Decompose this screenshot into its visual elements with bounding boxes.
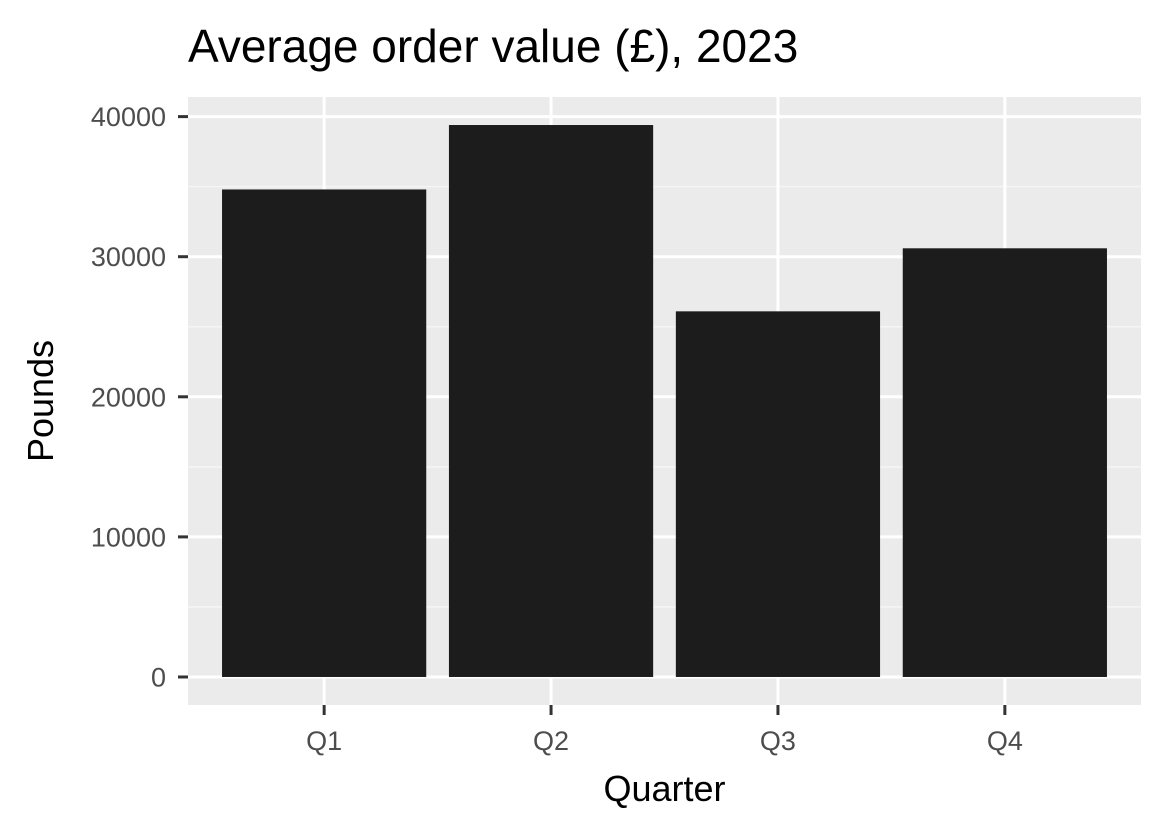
- x-axis: Q1 Q2 Q3 Q4: [306, 705, 1023, 756]
- bar-q4: [902, 248, 1107, 677]
- chart-title: Average order value (£), 2023: [188, 20, 798, 72]
- y-tick-label: 10000: [91, 522, 166, 552]
- x-tick-label: Q2: [533, 726, 569, 756]
- x-axis-title: Quarter: [603, 768, 725, 809]
- bar-q3: [675, 311, 881, 677]
- bar-q2: [448, 125, 654, 677]
- x-tick-label: Q4: [987, 726, 1023, 756]
- y-tick-label: 40000: [91, 102, 166, 132]
- y-tick-label: 30000: [91, 242, 166, 272]
- x-tick-label: Q1: [306, 726, 342, 756]
- bar-q1: [222, 189, 427, 677]
- y-axis-title: Pounds: [20, 340, 61, 462]
- y-tick-label: 20000: [91, 382, 166, 412]
- x-tick-label: Q3: [760, 726, 796, 756]
- y-axis: 0 10000 20000 30000 40000: [91, 102, 188, 692]
- bars: [222, 125, 1107, 677]
- y-tick-label: 0: [151, 662, 166, 692]
